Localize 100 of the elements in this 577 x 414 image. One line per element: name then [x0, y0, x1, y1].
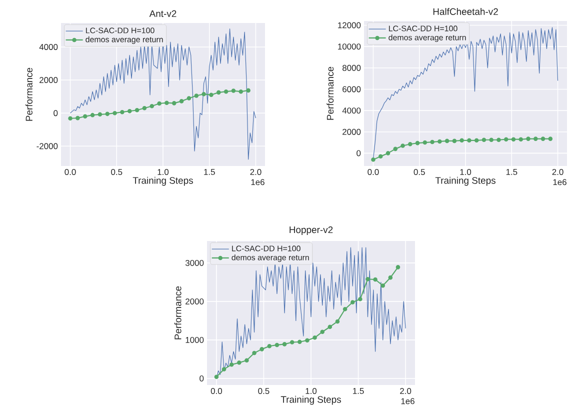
point — [511, 137, 516, 142]
point — [290, 340, 294, 344]
point — [328, 324, 332, 330]
x-axis-title: Training Steps — [280, 396, 341, 405]
x-tick-label: 0.5 — [111, 169, 122, 176]
y-tick-label: 10000 — [338, 44, 361, 50]
point — [127, 108, 132, 114]
point — [526, 136, 530, 141]
x-tick-label: 0.5 — [258, 388, 270, 394]
point — [460, 138, 464, 143]
chart-title: Ant-v2 — [149, 10, 176, 17]
point — [157, 101, 162, 106]
point — [238, 89, 244, 94]
x-tick-label: 2.0 — [250, 169, 262, 176]
y-tick-label: 0 — [356, 150, 361, 156]
x-tick-label: 0.0 — [368, 169, 379, 176]
point — [312, 335, 317, 340]
point — [371, 157, 376, 162]
y-tick-label: 2000 — [186, 298, 204, 304]
x-tick-label: 1.0 — [306, 388, 317, 394]
point — [164, 100, 169, 105]
point — [298, 340, 302, 344]
point — [224, 89, 228, 94]
point — [438, 139, 442, 144]
x-tick-label: 1.5 — [204, 169, 215, 175]
point — [252, 350, 256, 356]
text: 1e6 — [401, 398, 414, 404]
point — [350, 300, 355, 304]
point — [496, 138, 501, 142]
x-tick-label: 0.0 — [64, 169, 76, 176]
point — [244, 358, 249, 363]
point — [237, 360, 242, 365]
y-tick-label: 6000 — [342, 86, 361, 92]
point — [320, 330, 324, 334]
y-tick-label: 0 — [200, 375, 204, 382]
x-tick-label: 1.5 — [353, 388, 364, 394]
point — [358, 296, 362, 302]
point — [68, 116, 72, 121]
y-tick-label: 0 — [54, 110, 58, 116]
x-tick-label: 1.5 — [506, 169, 518, 175]
point — [548, 136, 553, 141]
point — [214, 374, 219, 380]
point — [202, 92, 206, 96]
point — [274, 342, 280, 348]
point — [489, 138, 494, 142]
point — [229, 362, 234, 367]
x-axis-title: Training Steps — [435, 176, 496, 186]
point — [373, 277, 378, 282]
point — [260, 347, 264, 352]
point — [378, 154, 383, 159]
point — [408, 142, 412, 146]
point — [186, 96, 192, 100]
text: 1e6 — [553, 179, 566, 186]
point — [105, 112, 110, 116]
point — [540, 136, 546, 141]
text: 1e6 — [251, 179, 264, 186]
x-tick-label: 1.0 — [158, 169, 169, 176]
point — [209, 92, 214, 98]
point — [120, 110, 124, 114]
point — [282, 342, 287, 346]
point — [112, 110, 117, 116]
point — [216, 90, 221, 95]
chart-title: Hopper-v2 — [290, 226, 333, 235]
point — [380, 284, 386, 288]
point — [422, 140, 428, 145]
point — [194, 94, 199, 98]
y-tick-label: -2000 — [36, 143, 58, 150]
point — [335, 319, 340, 324]
point — [366, 276, 370, 282]
y-axis-title: Performance — [326, 66, 334, 120]
x-tick-label: 2.0 — [552, 169, 564, 176]
point — [504, 137, 508, 142]
point — [231, 88, 236, 93]
point — [82, 114, 88, 119]
y-axis-title: Performance — [26, 68, 32, 121]
point — [386, 151, 390, 156]
x-axis-title: Training Steps — [132, 176, 193, 186]
point — [393, 146, 398, 152]
point — [222, 367, 226, 372]
point — [396, 265, 400, 270]
y-tick-label: 4000 — [342, 108, 361, 114]
point — [172, 101, 176, 106]
point — [142, 106, 147, 110]
point — [467, 138, 472, 143]
point — [342, 307, 348, 312]
x-tick-label: 2.0 — [400, 388, 412, 394]
chart-title: HalfCheetah-v2 — [433, 8, 498, 15]
y-tick-label: 2000 — [40, 77, 58, 84]
line-series — [70, 28, 256, 160]
point — [474, 138, 479, 143]
y-tick-label: 2000 — [342, 128, 361, 135]
y-axis-title: Performance — [174, 286, 182, 340]
point — [415, 140, 420, 146]
x-tick-label: 0.0 — [210, 388, 222, 394]
y-tick-label: 8000 — [342, 64, 361, 71]
point — [430, 140, 434, 144]
y-tick-label: 12000 — [338, 22, 361, 28]
point — [98, 112, 102, 117]
x-tick-label: 1.0 — [460, 169, 472, 176]
point — [533, 136, 538, 141]
